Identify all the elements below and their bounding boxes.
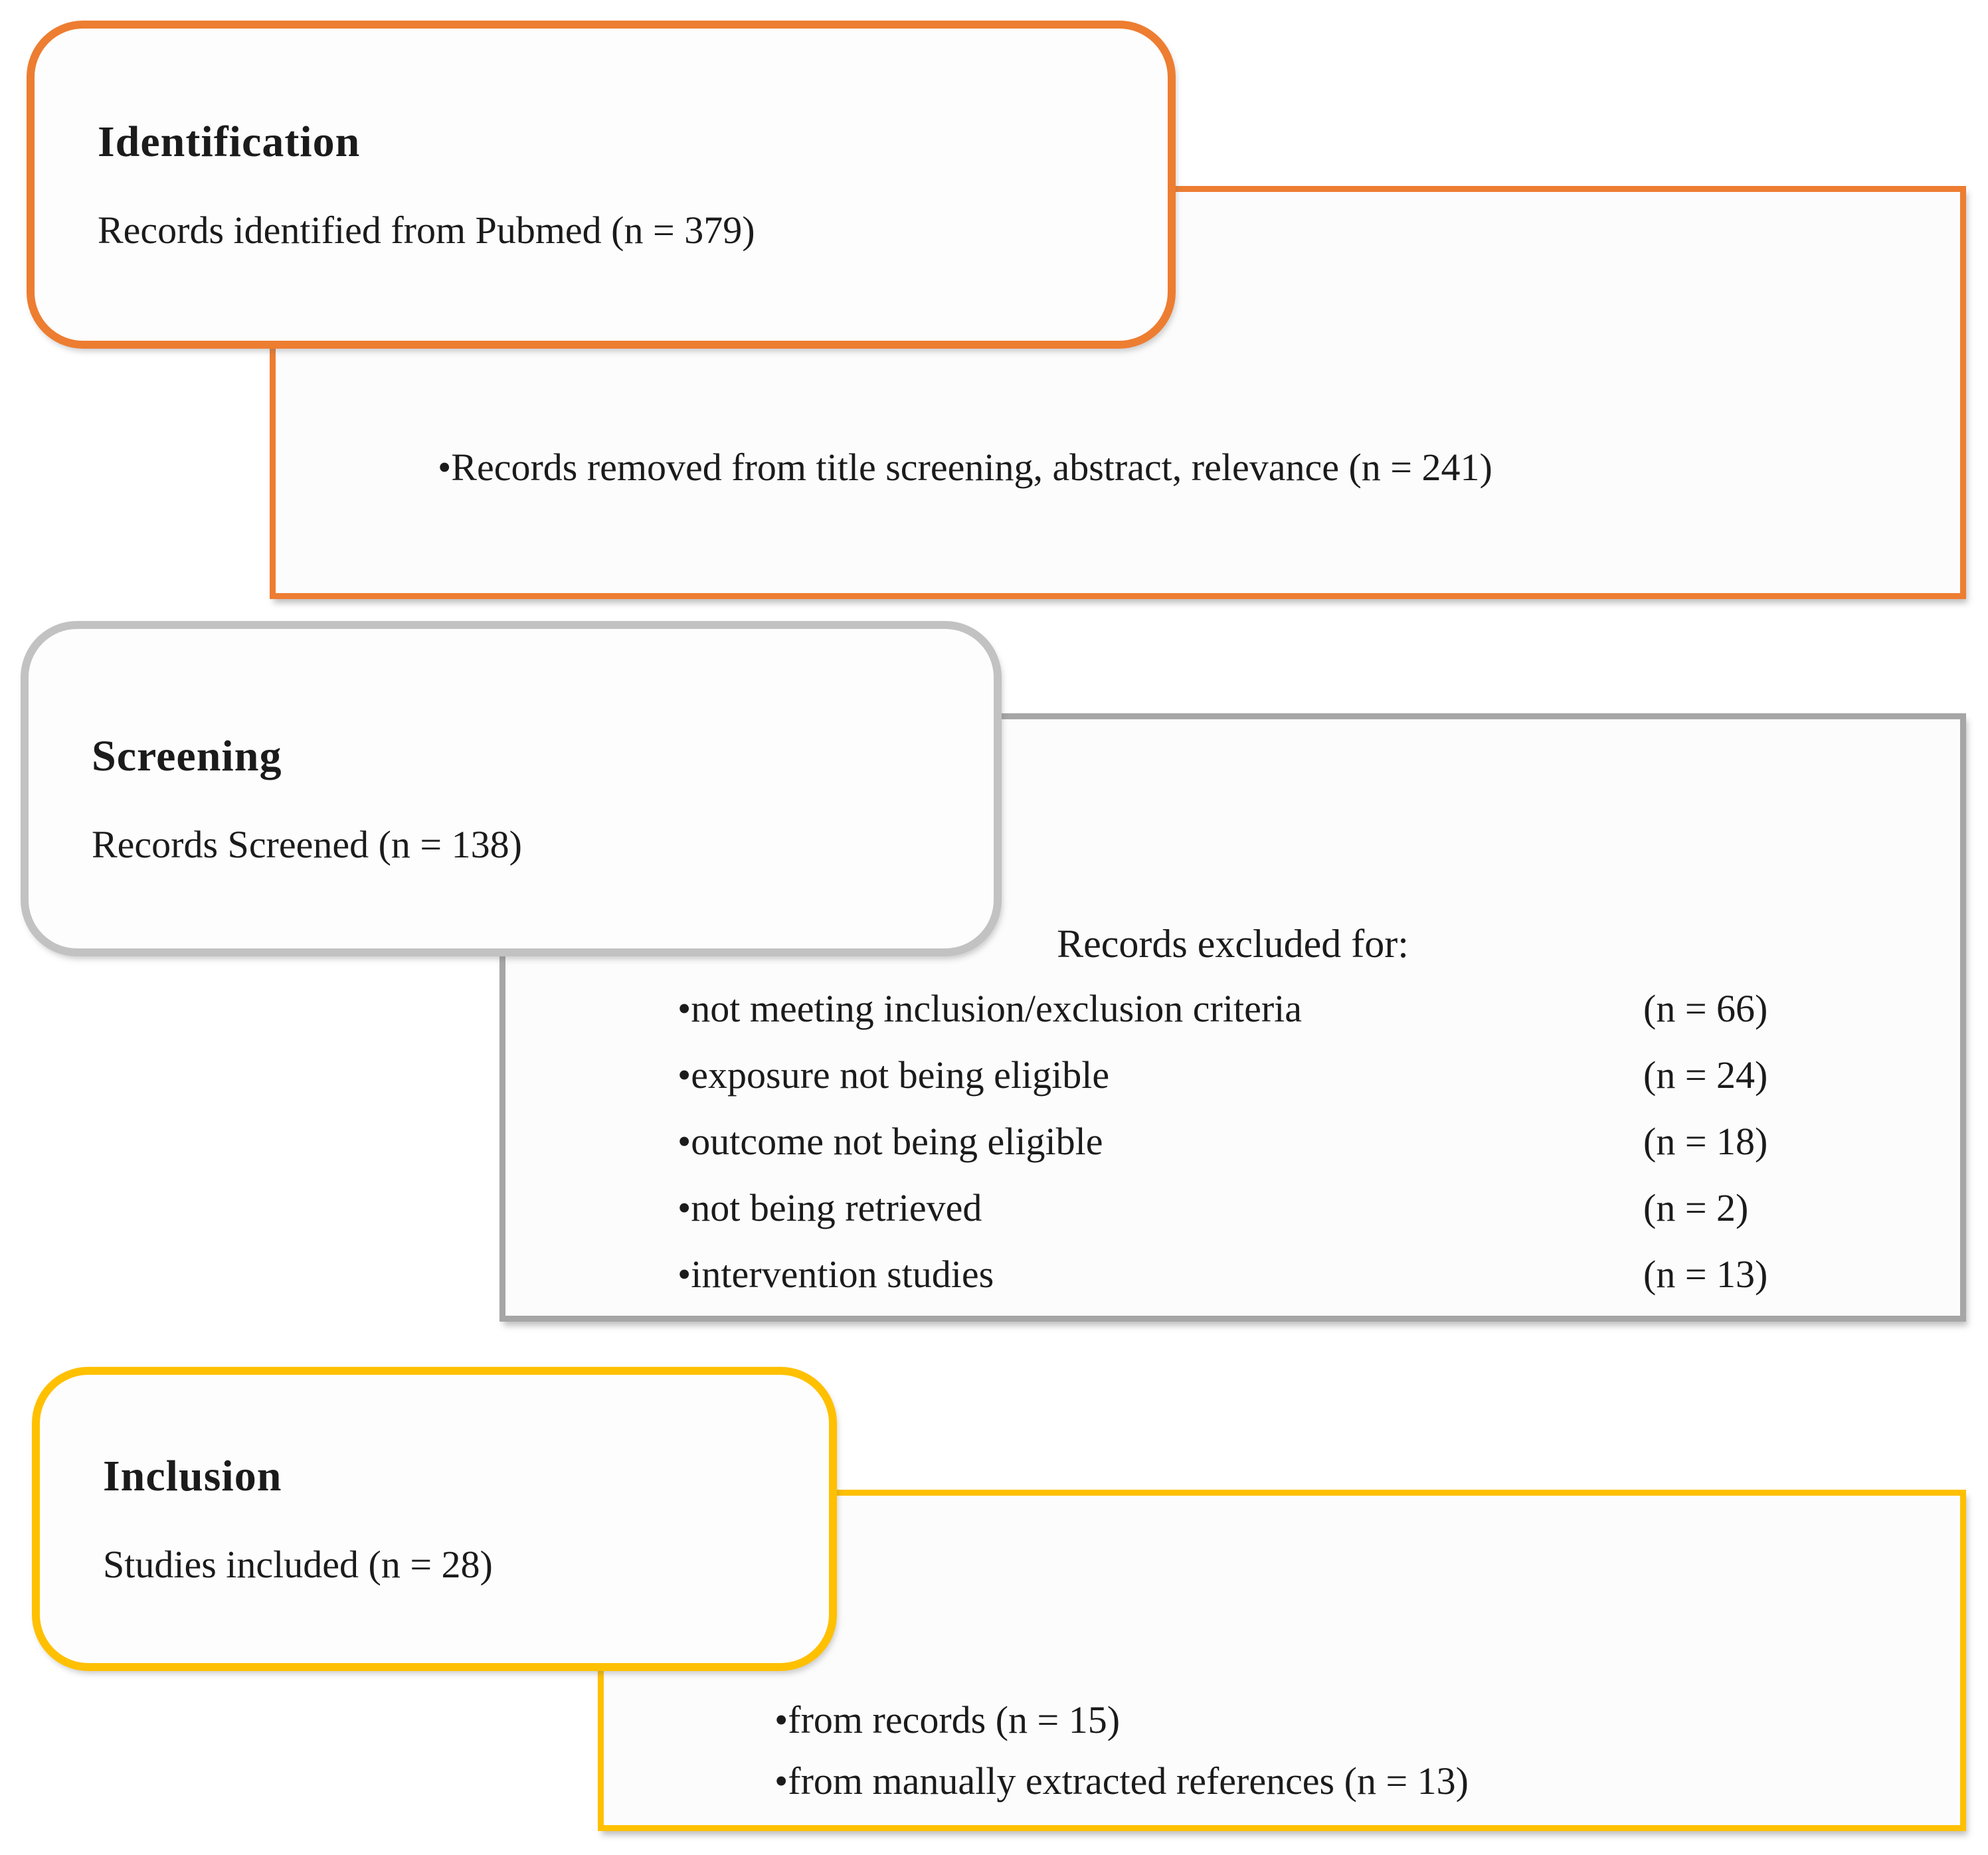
identification-title: Identification (98, 118, 361, 166)
excluded-reason-label: •not meeting inclusion/exclusion criteri… (678, 986, 1303, 1030)
excluded-reason-row: •outcome not being eligible (n = 18) (678, 1108, 1940, 1174)
screening-excluded-panel: Records excluded for: •not meeting inclu… (499, 713, 1966, 1322)
excluded-reason-count: (n = 66) (1643, 986, 1768, 1030)
excluded-reason-label: •not being retrieved (678, 1186, 982, 1229)
excluded-reason-count: (n = 13) (1643, 1252, 1768, 1296)
included-source-row: •from manually extracted references (n =… (774, 1759, 1469, 1803)
excluded-reason-count: (n = 18) (1643, 1119, 1768, 1163)
excluded-reason-row: •exposure not being eligible (n = 24) (678, 1041, 1940, 1108)
excluded-reason-label: •exposure not being eligible (678, 1053, 1110, 1097)
excluded-reason-label: •outcome not being eligible (678, 1119, 1103, 1163)
excluded-reason-row: •not being retrieved (n = 2) (678, 1174, 1940, 1241)
excluded-reason-label: •intervention studies (678, 1252, 994, 1296)
records-excluded-header: Records excluded for: (1057, 922, 1409, 966)
excluded-reasons-list: •not meeting inclusion/exclusion criteri… (678, 975, 1940, 1307)
included-source-row: •from records (n = 15) (774, 1698, 1121, 1741)
screening-title: Screening (92, 731, 282, 780)
identification-summary: Records identified from Pubmed (n = 379) (98, 209, 755, 252)
inclusion-title: Inclusion (103, 1452, 282, 1500)
excluded-reason-count: (n = 24) (1643, 1053, 1768, 1097)
identification-stage-box: Identification Records identified from P… (27, 21, 1176, 349)
excluded-reason-row: •intervention studies (n = 13) (678, 1241, 1940, 1307)
inclusion-stage-box: Inclusion Studies included (n = 28) (32, 1367, 837, 1671)
inclusion-summary: Studies included (n = 28) (103, 1543, 493, 1586)
included-sources-list: •from records (n = 15) •from manually ex… (774, 1690, 1469, 1812)
records-removed-note: •Records removed from title screening, a… (438, 446, 1492, 489)
screening-stage-box: Screening Records Screened (n = 138) (21, 621, 1002, 956)
screening-summary: Records Screened (n = 138) (92, 822, 522, 866)
excluded-reason-row: •not meeting inclusion/exclusion criteri… (678, 975, 1940, 1041)
excluded-reason-count: (n = 2) (1643, 1186, 1749, 1229)
